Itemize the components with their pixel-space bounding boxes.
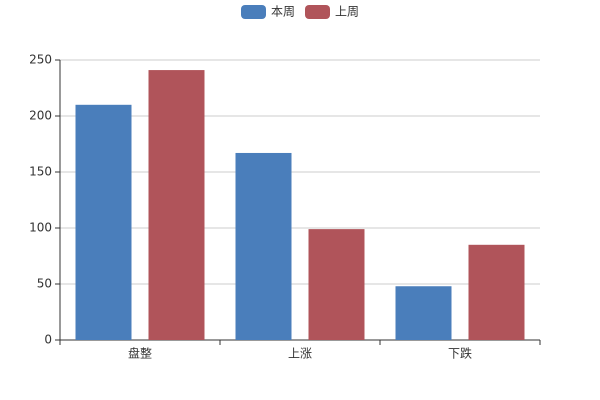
- legend-label[interactable]: 上周: [335, 5, 359, 19]
- bar: [468, 244, 525, 340]
- bar: [148, 70, 205, 340]
- x-tick-label: 上涨: [288, 346, 312, 361]
- x-tick-label: 下跌: [448, 346, 472, 361]
- y-tick-label: 100: [29, 221, 52, 235]
- legend-swatch[interactable]: [305, 5, 330, 19]
- y-tick-label: 250: [29, 53, 52, 67]
- bar: [395, 286, 452, 340]
- legend-swatch[interactable]: [241, 5, 266, 19]
- y-tick-label: 150: [29, 165, 52, 179]
- legend-label[interactable]: 本周: [271, 5, 295, 19]
- y-tick-label: 0: [44, 333, 52, 347]
- y-tick-label: 50: [37, 277, 52, 291]
- y-tick-label: 200: [29, 109, 52, 123]
- bar: [308, 229, 365, 340]
- bar: [235, 152, 292, 340]
- x-tick-label: 盘整: [128, 346, 152, 361]
- bar: [75, 104, 132, 340]
